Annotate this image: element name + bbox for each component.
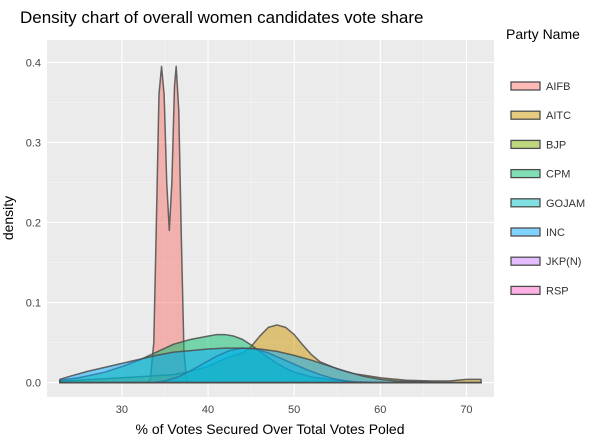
x-tick-label: 30 — [116, 404, 128, 416]
density-area-inc[interactable] — [59, 347, 442, 384]
chart-title: Density chart of overall women candidate… — [20, 8, 423, 27]
density-series — [59, 65, 482, 384]
legend-swatch — [510, 139, 541, 150]
legend-swatch — [510, 285, 541, 296]
x-axis-title: % of Votes Secured Over Total Votes Pole… — [135, 421, 404, 435]
legend[interactable]: AIFB AITC BJP CPM GOJAM INC JKP(N) RSP — [510, 81, 585, 297]
legend-item-aifb[interactable]: AIFB — [510, 81, 570, 93]
legend-swatch — [510, 198, 541, 208]
x-axis-ticks: 30 40 50 60 70 — [116, 404, 473, 416]
legend-label: AIFB — [546, 81, 570, 93]
legend-item-gojam[interactable]: GOJAM — [510, 198, 585, 210]
x-tick-label: 50 — [288, 404, 300, 416]
x-tick-label: 60 — [374, 404, 386, 416]
legend-item-rsp[interactable]: RSP — [510, 285, 569, 297]
legend-label: AITC — [546, 110, 571, 122]
y-tick-label: 0.2 — [26, 218, 41, 230]
legend-item-cpm[interactable]: CPM — [510, 168, 570, 181]
legend-item-bjp[interactable]: BJP — [510, 139, 566, 151]
legend-label: GOJAM — [546, 198, 585, 210]
legend-swatch — [510, 81, 541, 91]
y-tick-label: 0.1 — [26, 298, 41, 310]
y-tick-label: 0.3 — [26, 137, 41, 149]
legend-label: INC — [546, 227, 565, 239]
legend-label: BJP — [546, 139, 566, 151]
y-axis-title: density — [0, 196, 16, 240]
legend-swatch — [510, 227, 541, 237]
legend-swatch — [510, 168, 541, 179]
y-tick-label: 0.4 — [26, 57, 41, 69]
y-tick-label: 0.0 — [26, 378, 41, 390]
legend-label: CPM — [546, 169, 570, 181]
legend-label: JKP(N) — [546, 256, 581, 268]
legend-swatch — [510, 256, 541, 266]
y-axis-ticks: 0.0 0.1 0.2 0.3 0.4 — [26, 57, 41, 389]
legend-title: Party Name — [506, 26, 580, 42]
legend-swatch — [510, 110, 541, 120]
legend-item-aitc[interactable]: AITC — [510, 110, 571, 122]
x-tick-label: 70 — [460, 404, 472, 416]
legend-item-jkp-n[interactable]: JKP(N) — [510, 256, 581, 268]
x-tick-label: 40 — [202, 404, 214, 416]
legend-label: RSP — [546, 285, 569, 297]
legend-item-inc[interactable]: INC — [510, 227, 565, 239]
